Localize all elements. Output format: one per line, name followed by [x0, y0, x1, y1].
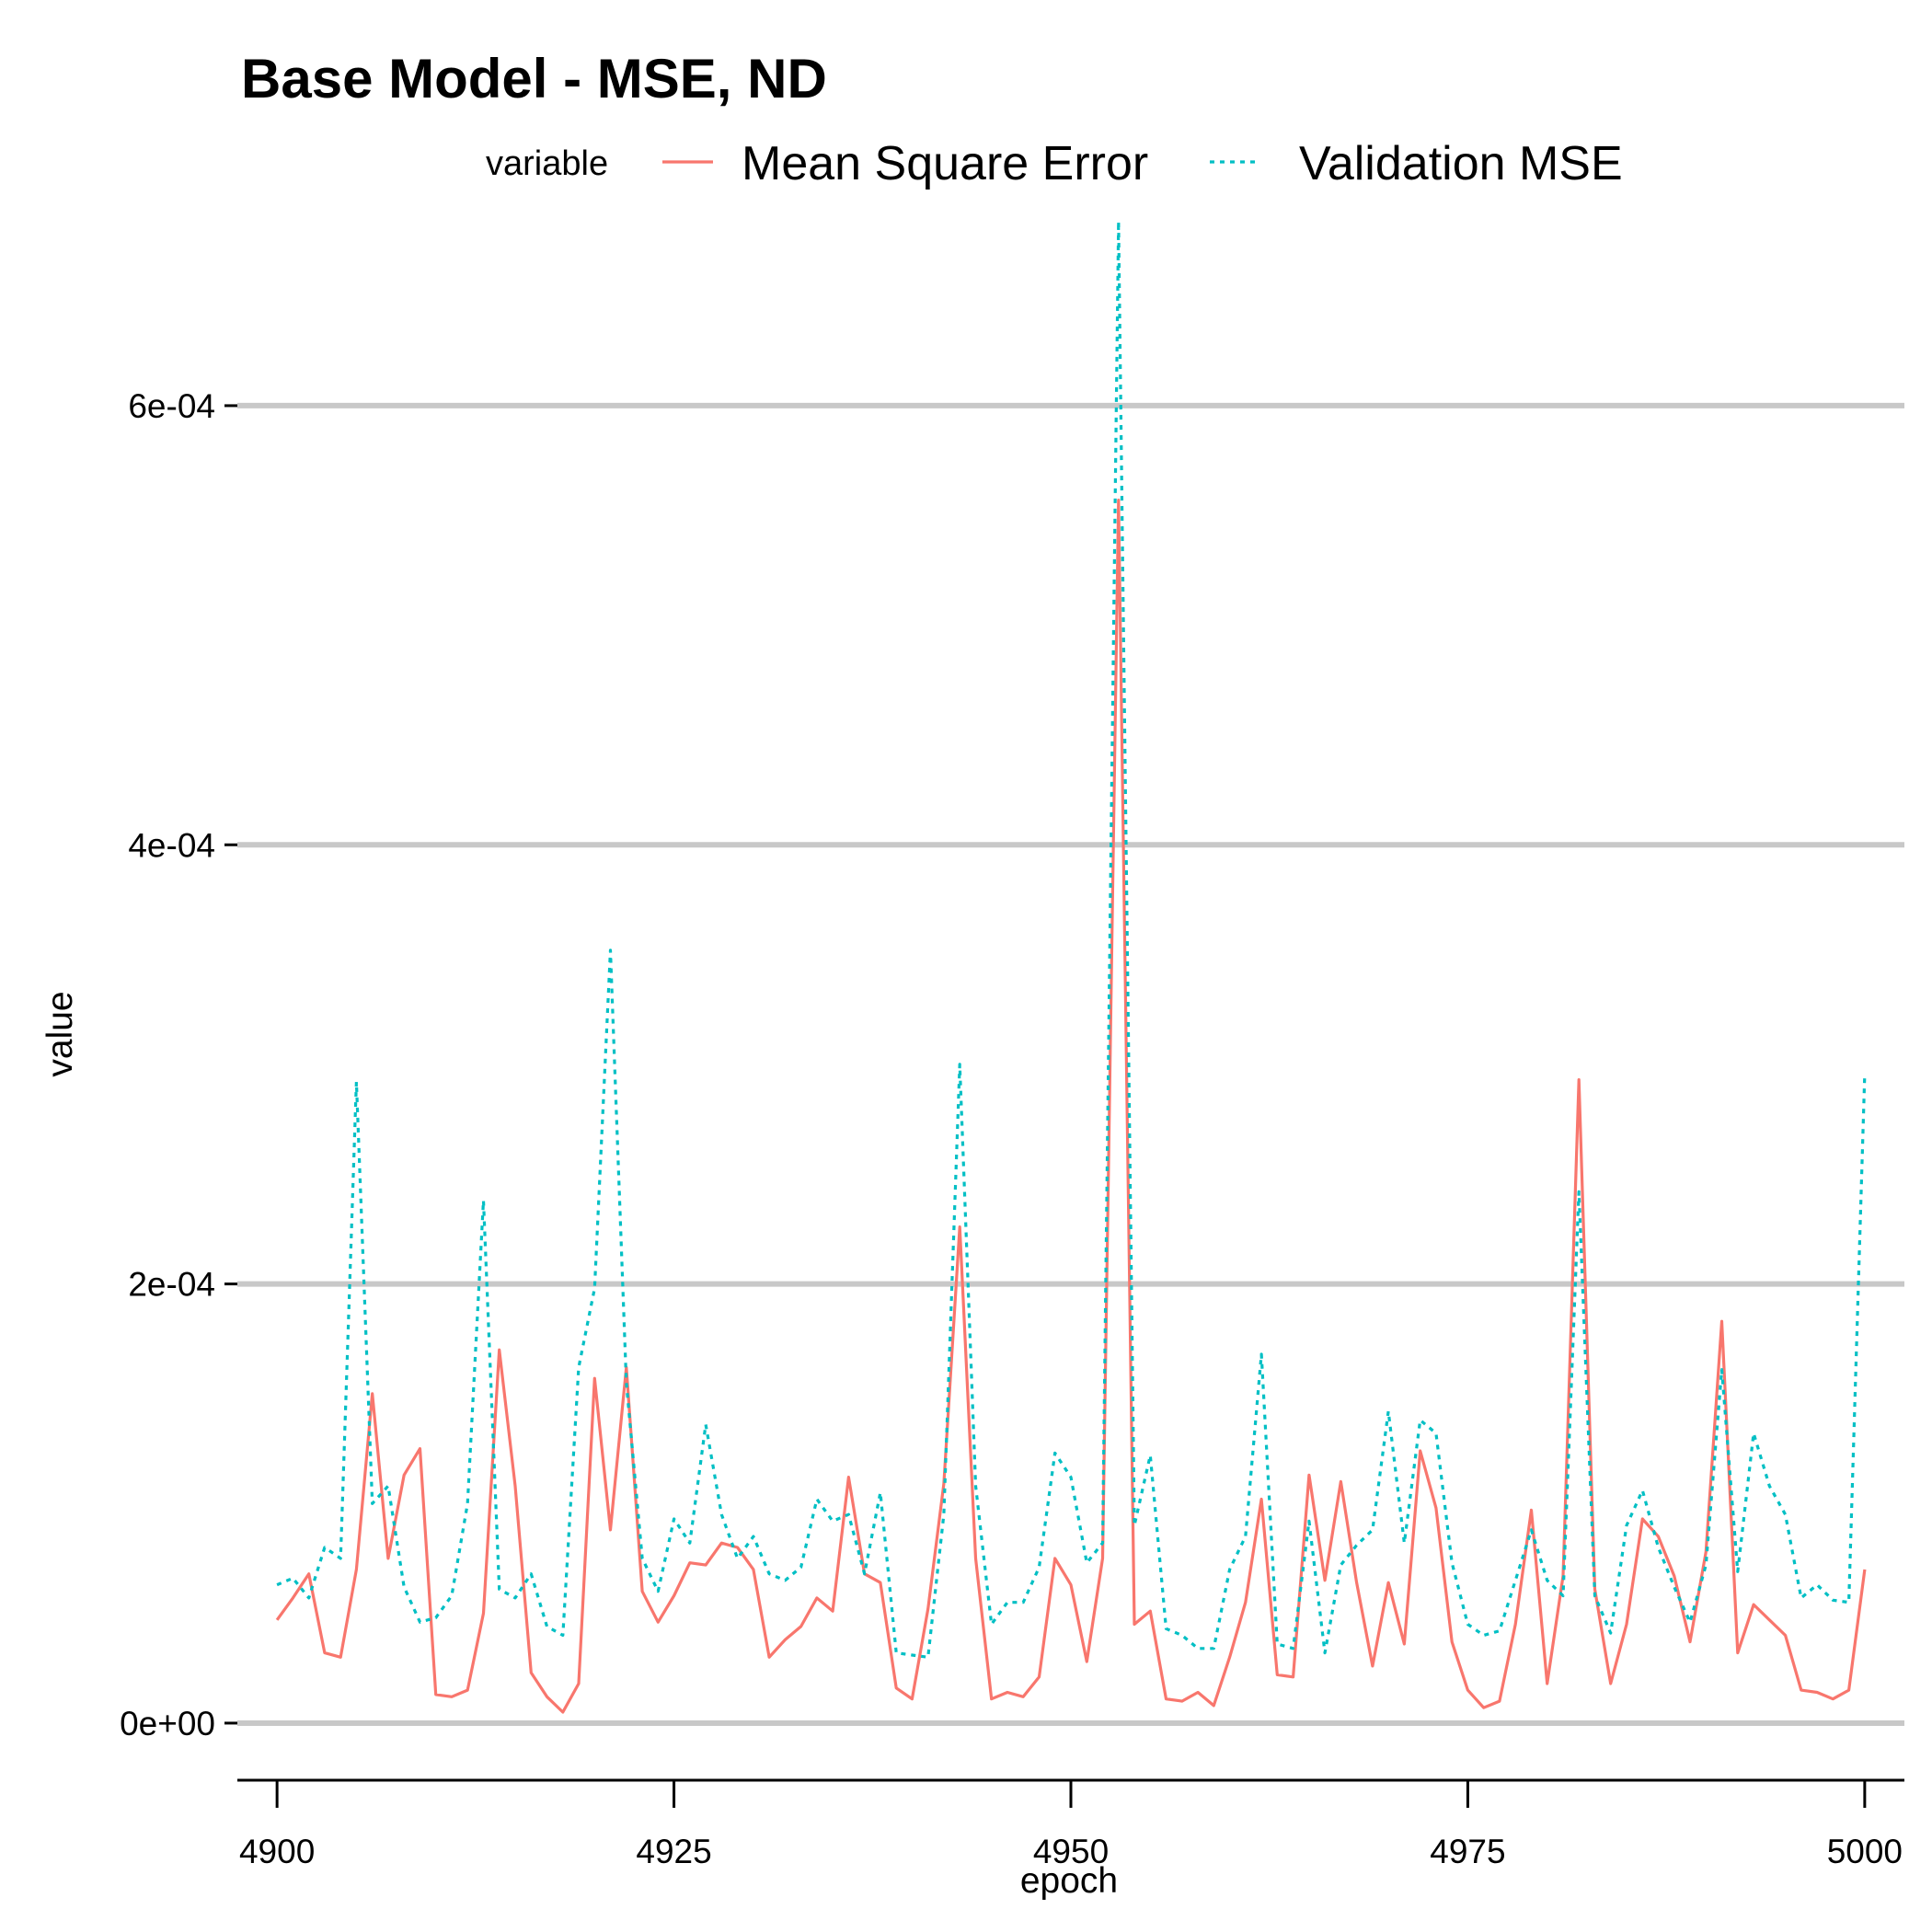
y-tick-label: 4e-04 — [128, 826, 215, 864]
y-axis-title: value — [40, 991, 80, 1076]
x-tick-label: 5000 — [1827, 1833, 1903, 1870]
y-tick-label: 2e-04 — [128, 1266, 215, 1304]
x-tick-label: 4950 — [1033, 1833, 1109, 1870]
x-axis-title: epoch — [1020, 1861, 1118, 1901]
grid — [237, 402, 1904, 1726]
y-tick-label: 0e+00 — [120, 1705, 215, 1742]
series-line-validation-mse — [276, 219, 1867, 1659]
axes: 0e+00 2e-04 4e-04 6e-04 4900 4925 4950 4975 5000 — [120, 387, 1904, 1870]
legend-label-validation-mse: Validation MSE — [1299, 137, 1623, 190]
chart-title: Base Model - MSE, ND — [241, 48, 827, 109]
x-tick-label: 4900 — [239, 1833, 315, 1870]
x-tick-label: 4975 — [1430, 1833, 1505, 1870]
x-tick-label: 4925 — [636, 1833, 711, 1870]
series-layer — [275, 219, 1867, 1714]
legend-label-mean-square-error: Mean Square Error — [742, 137, 1148, 190]
series-line-mean-square-error — [275, 498, 1867, 1714]
legend-title: variable — [486, 144, 608, 183]
legend: variable Mean Square Error Validation MS… — [486, 137, 1623, 190]
y-tick-label: 6e-04 — [128, 387, 215, 425]
